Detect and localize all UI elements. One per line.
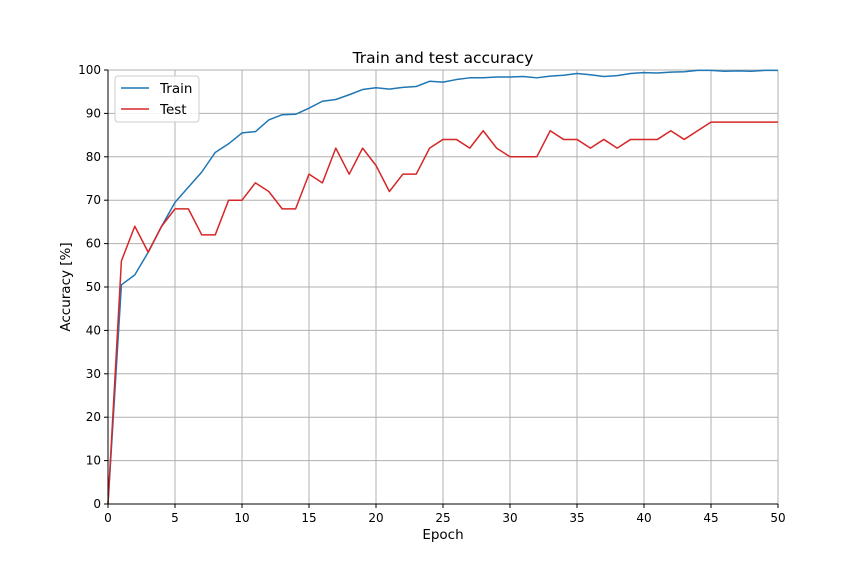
series-lines — [107, 69, 778, 505]
x-tick-label: 40 — [636, 511, 651, 525]
legend-label-train: Train — [159, 81, 192, 97]
y-tick-label: 80 — [86, 150, 101, 164]
y-tick-label: 10 — [86, 454, 101, 468]
series-line-train — [107, 69, 778, 505]
legend: Train Test — [114, 75, 200, 123]
y-axis-ticks: 0 10 20 30 40 50 60 70 80 90 100 — [78, 63, 108, 511]
x-tick-label: 15 — [301, 511, 316, 525]
y-axis-label: Accuracy [%] — [58, 242, 74, 331]
x-tick-label: 5 — [171, 511, 179, 525]
chart-title: Train and test accuracy — [352, 49, 534, 67]
x-tick-label: 0 — [104, 511, 112, 525]
x-tick-label: 10 — [234, 511, 249, 525]
x-tick-label: 45 — [703, 511, 718, 525]
x-axis-ticks: 0 5 10 15 20 25 30 35 40 45 50 — [104, 504, 786, 525]
y-tick-label: 20 — [86, 410, 101, 424]
y-tick-label: 30 — [86, 367, 101, 381]
y-tick-label: 70 — [86, 193, 101, 207]
y-tick-label: 100 — [78, 63, 101, 77]
legend-label-test: Test — [159, 102, 187, 118]
y-tick-label: 50 — [86, 280, 101, 294]
x-tick-label: 30 — [502, 511, 517, 525]
series-line-test — [107, 121, 778, 505]
x-tick-label: 20 — [368, 511, 383, 525]
x-tick-label: 50 — [770, 511, 785, 525]
y-tick-label: 60 — [86, 237, 101, 251]
x-tick-label: 35 — [569, 511, 584, 525]
y-tick-label: 0 — [93, 497, 101, 511]
x-axis-label: Epoch — [422, 527, 463, 543]
x-tick-label: 25 — [435, 511, 450, 525]
y-tick-label: 90 — [86, 106, 101, 120]
y-tick-label: 40 — [86, 323, 101, 337]
